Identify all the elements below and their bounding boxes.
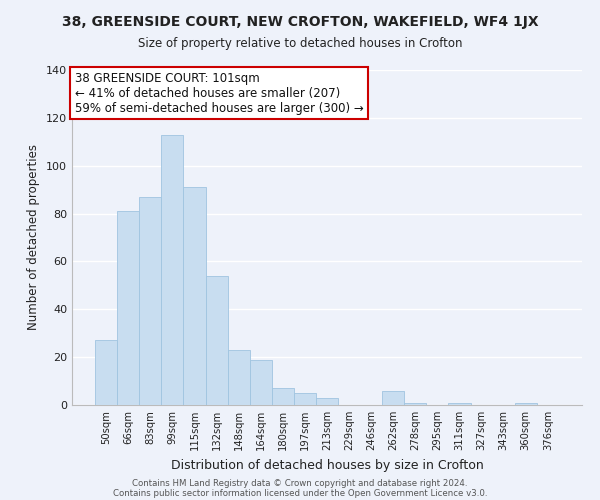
Bar xyxy=(250,360,272,405)
Bar xyxy=(95,340,117,405)
Y-axis label: Number of detached properties: Number of detached properties xyxy=(28,144,40,330)
Bar xyxy=(294,393,316,405)
Bar xyxy=(117,211,139,405)
Bar xyxy=(272,388,294,405)
Bar xyxy=(206,276,227,405)
Bar xyxy=(382,390,404,405)
Text: Size of property relative to detached houses in Crofton: Size of property relative to detached ho… xyxy=(138,38,462,51)
Bar xyxy=(515,402,537,405)
Text: Contains public sector information licensed under the Open Government Licence v3: Contains public sector information licen… xyxy=(113,489,487,498)
Bar xyxy=(404,402,427,405)
X-axis label: Distribution of detached houses by size in Crofton: Distribution of detached houses by size … xyxy=(170,458,484,471)
Text: 38, GREENSIDE COURT, NEW CROFTON, WAKEFIELD, WF4 1JX: 38, GREENSIDE COURT, NEW CROFTON, WAKEFI… xyxy=(62,15,538,29)
Bar xyxy=(161,134,184,405)
Bar xyxy=(227,350,250,405)
Bar xyxy=(448,402,470,405)
Bar xyxy=(316,398,338,405)
Bar xyxy=(184,187,206,405)
Text: Contains HM Land Registry data © Crown copyright and database right 2024.: Contains HM Land Registry data © Crown c… xyxy=(132,478,468,488)
Text: 38 GREENSIDE COURT: 101sqm
← 41% of detached houses are smaller (207)
59% of sem: 38 GREENSIDE COURT: 101sqm ← 41% of deta… xyxy=(74,72,364,114)
Bar xyxy=(139,197,161,405)
